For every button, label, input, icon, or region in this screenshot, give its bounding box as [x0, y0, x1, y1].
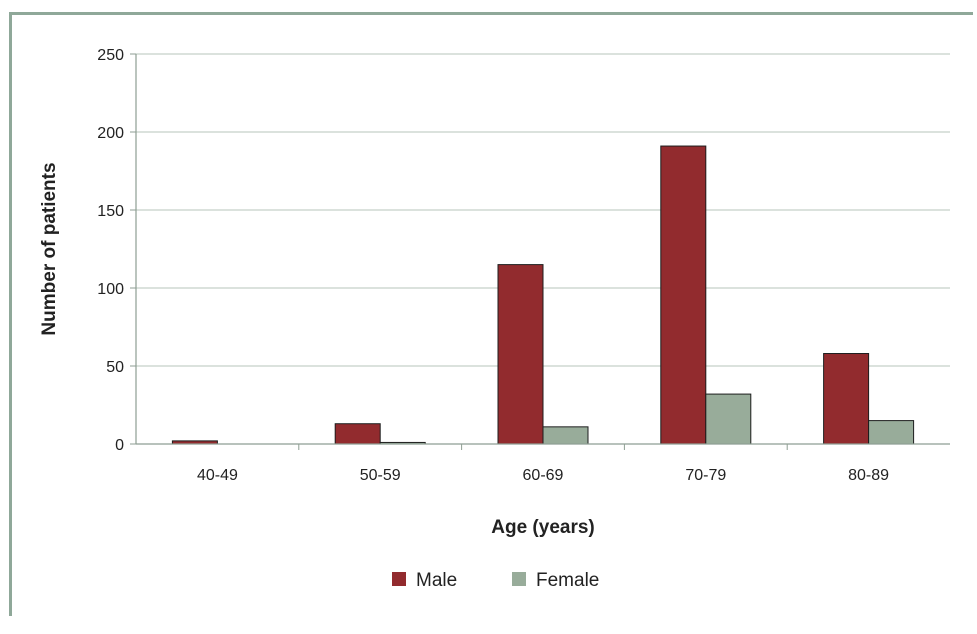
legend-item-female: Female [512, 570, 599, 591]
bar-male-70-79 [660, 145, 707, 445]
y-tick-label: 100 [97, 281, 124, 298]
x-tick-label: 70-79 [685, 467, 726, 484]
x-tick-label: 50-59 [360, 467, 401, 484]
bar-chart: 0 50 100 150 200 250 40-49 50-59 60-69 70-79 80-8… [39, 47, 950, 591]
x-tick-label: 80-89 [848, 467, 889, 484]
gridlines [136, 53, 950, 367]
axes [130, 53, 950, 450]
chart-frame: 0 50 100 150 200 250 40-49 50-59 60-69 70-79 80-8… [9, 12, 973, 616]
bar-female-60-69 [542, 426, 589, 445]
y-tick-label: 200 [97, 125, 124, 142]
legend-swatch [392, 572, 406, 586]
legend-swatch [512, 572, 526, 586]
bar-male-80-89 [823, 353, 870, 445]
y-tick-label: 250 [97, 47, 124, 64]
bar-male-50-59 [334, 423, 381, 445]
y-tick-labels: 0 50 100 150 200 250 [97, 47, 124, 454]
bar-female-70-79 [705, 393, 752, 445]
x-axis-title: Age (years) [491, 517, 595, 538]
y-tick-label: 50 [106, 359, 124, 376]
legend: Male Female [392, 570, 599, 591]
legend-label: Male [416, 570, 457, 591]
bar-male-60-69 [497, 264, 544, 445]
bar-female-80-89 [868, 420, 915, 445]
y-tick-label: 150 [97, 203, 124, 220]
legend-label: Female [536, 570, 599, 591]
x-tick-label: 60-69 [523, 467, 564, 484]
x-tick-label: 40-49 [197, 467, 238, 484]
y-tick-label: 0 [115, 437, 124, 454]
y-axis-title: Number of patients [39, 162, 60, 335]
x-tick-labels: 40-49 50-59 60-69 70-79 80-89 [197, 467, 889, 484]
legend-item-male: Male [392, 570, 457, 591]
bars [171, 145, 915, 445]
